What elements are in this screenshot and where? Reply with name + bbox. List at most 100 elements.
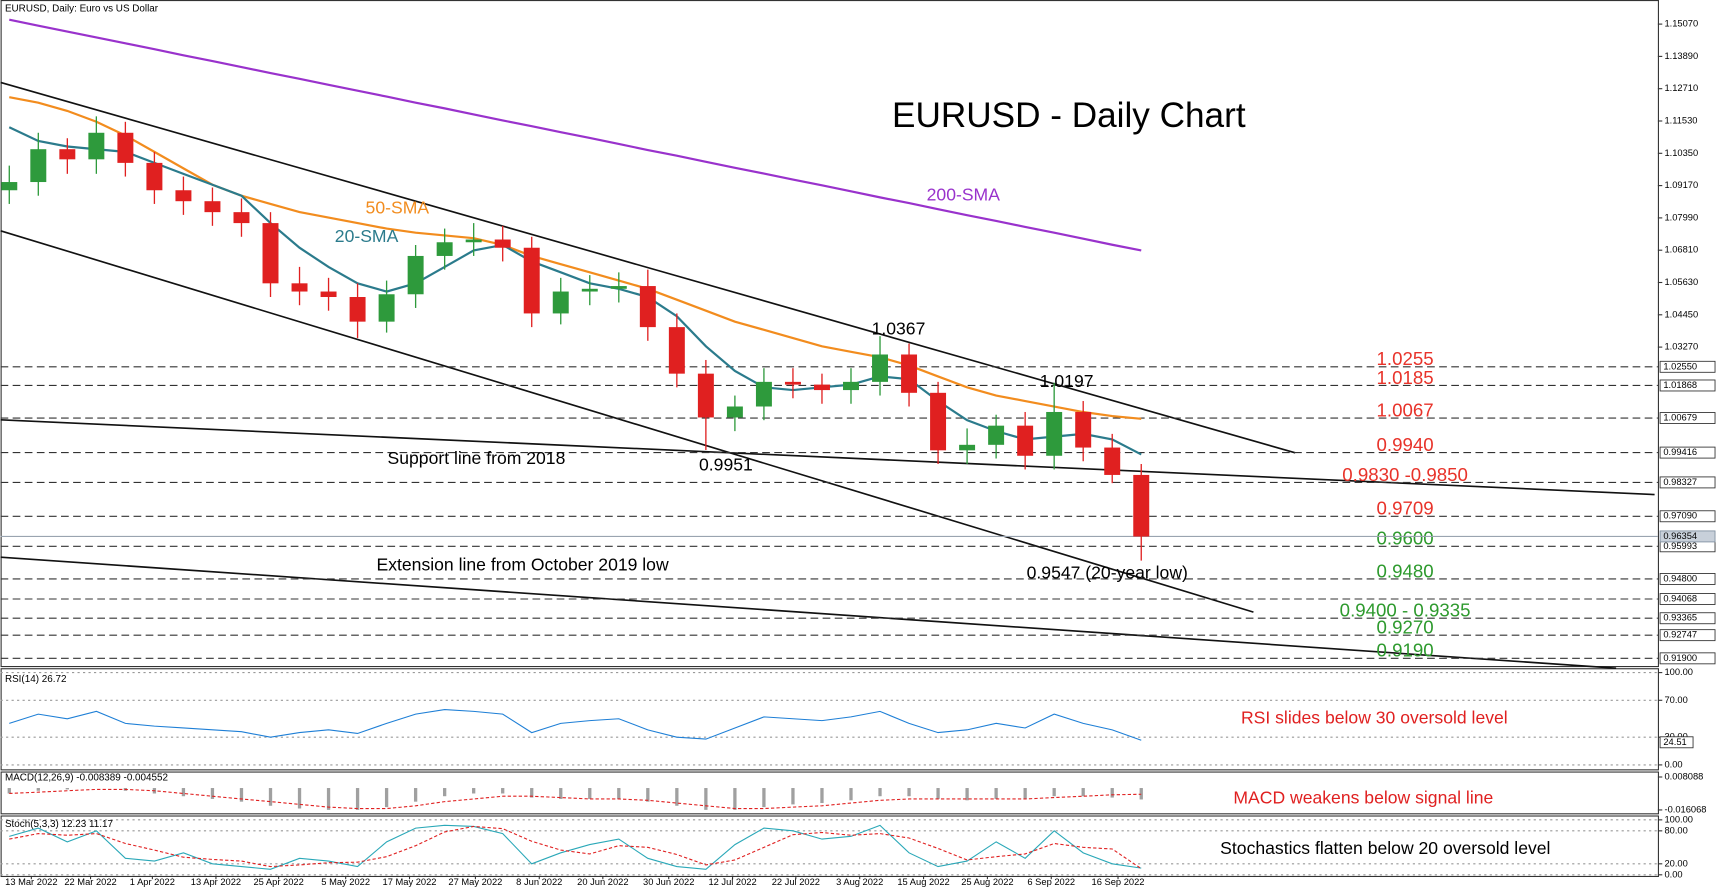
y-tick-label: 0.00 [1664,869,1682,879]
candle-body [436,242,453,256]
y-tick-label: 100.00 [1664,667,1693,677]
x-tick-label: 17 May 2022 [383,877,437,887]
level-label: 0.93365 [1663,613,1697,623]
x-tick-label: 25 Apr 2022 [253,877,303,887]
level-box [1659,412,1716,424]
series [8,18,1142,456]
panel-title: MACD(12,26,9) -0.008389 -0.004552 [5,773,168,784]
current-price-label: 0.96354 [1663,531,1697,541]
sma-line [9,96,1142,420]
y-tick-label: 1.12710 [1664,83,1698,93]
level-annotation: 0.9709 [1377,498,1434,519]
y-tick-label: 100.00 [1664,814,1693,824]
stoch-d [9,825,1142,870]
level-label: 0.94068 [1663,593,1697,603]
level-label: 1.02550 [1663,361,1697,371]
candle-body [959,444,976,451]
level-label: 1.00679 [1663,412,1697,422]
candle-body [146,162,163,191]
candle-body [668,327,685,374]
x-tick-label: 16 Sep 2022 [1092,877,1145,887]
panel-title: Stoch(5,3,3) 12.23 11.17 [5,819,113,830]
candle-body [1046,411,1063,456]
level-box [1659,476,1716,489]
level-box [1659,612,1716,625]
level-box [1659,573,1716,585]
y-tick-label: 1.15070 [1664,19,1698,29]
macd-signal [9,788,1142,810]
series-label: 200-SMA [927,184,1001,204]
level-annotation: 1.0255 [1377,348,1434,369]
x-tick-label: 27 May 2022 [448,877,502,887]
y-tick-label: 1.06810 [1664,245,1698,255]
level-label: 0.98327 [1663,477,1697,487]
annotation: 0.9547 (20-year low) [1027,562,1188,582]
candle-body [726,406,743,418]
panel-note: MACD weakens below signal line [1233,788,1493,808]
y-tick-label: 1.11530 [1664,115,1697,125]
y-tick-label: 1.04450 [1664,309,1698,319]
candle-body [175,190,192,202]
panel-title: RSI(14) 26.72 [5,674,66,685]
extension-line [0,556,1617,670]
macd-frame [0,771,1659,815]
current-price-box [1659,530,1716,543]
y-tick-label: 1.05630 [1664,277,1698,287]
x-tick-label: 12 Jul 2022 [708,877,756,887]
level-box [1659,593,1716,605]
candle-body [378,294,395,322]
level-annotation: 0.9190 [1377,640,1434,661]
level-label: 0.92747 [1663,630,1697,640]
level-annotation: 0.9940 [1377,434,1434,455]
x-tick-label: 15 Aug 2022 [897,877,949,887]
y-tick-label: 20.00 [1664,858,1687,868]
level-box [1659,629,1716,642]
candle-body [784,381,801,385]
x-tick-label: 22 Jul 2022 [772,877,820,887]
candle-body [88,132,105,160]
stoch-frame [0,815,1659,878]
candle-body [407,255,424,295]
candle-body [639,286,656,328]
y-tick-label: 1.03270 [1664,342,1698,352]
chart-title: EURUSD - Daily Chart [892,96,1246,135]
series-label: 50-SMA [366,197,430,217]
level-annotation: 0.9270 [1377,616,1434,637]
x-tick-label: 3 Aug 2022 [836,877,883,887]
candle-body [1104,447,1121,475]
candle-body [320,291,337,298]
candle-body [233,212,250,224]
y-tick-label: 0.008088 [1664,771,1703,781]
candle-body [30,149,47,183]
candle-body [204,201,221,213]
y-tick-label: 1.10350 [1664,148,1698,158]
candle-body [262,223,279,284]
level-annotation: 1.0067 [1377,399,1434,420]
panel-note: Stochastics flatten below 20 oversold le… [1220,838,1550,858]
level-annotation: 0.9480 [1377,560,1434,581]
panel-note: RSI slides below 30 oversold level [1241,707,1508,727]
candle-body [610,286,627,289]
level-label: 0.94800 [1663,573,1697,583]
candles [1,116,1150,561]
candle-body [755,381,772,407]
sma-line [9,18,1142,252]
level-label: 0.95993 [1663,541,1697,551]
y-tick-label: 70.00 [1664,695,1687,705]
candle-body [988,425,1005,445]
x-tick-label: 1 Apr 2022 [130,877,175,887]
candle-body [930,392,947,451]
y-tick-label: 1.09170 [1664,180,1698,190]
level-box [1659,652,1716,665]
level-box [1659,360,1716,373]
candle-body [494,239,511,248]
x-tick-label: 22 Mar 2022 [64,877,116,887]
annotation: 1.0197 [1040,371,1094,391]
level-annotation: 0.9400 - 0.9335 [1340,600,1471,621]
candle-body [349,297,366,322]
level-label: 0.97090 [1663,511,1697,521]
series-label: 20-SMA [335,226,399,246]
axes: 1.15070 1.13890 1.12710 1.11530 1.10350 1.091… [5,19,1716,887]
channel-lower [0,230,1254,613]
